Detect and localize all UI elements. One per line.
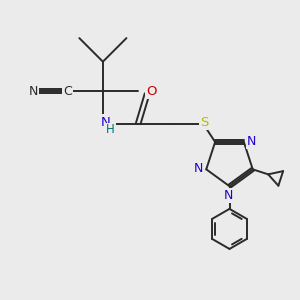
Text: C: C — [63, 85, 72, 98]
Text: N: N — [194, 162, 204, 175]
Text: S: S — [200, 116, 209, 128]
Text: H: H — [106, 124, 115, 136]
Text: N: N — [29, 85, 38, 98]
Text: N: N — [101, 116, 111, 128]
Text: N: N — [223, 188, 233, 202]
Text: O: O — [146, 85, 157, 98]
Text: N: N — [247, 135, 256, 148]
